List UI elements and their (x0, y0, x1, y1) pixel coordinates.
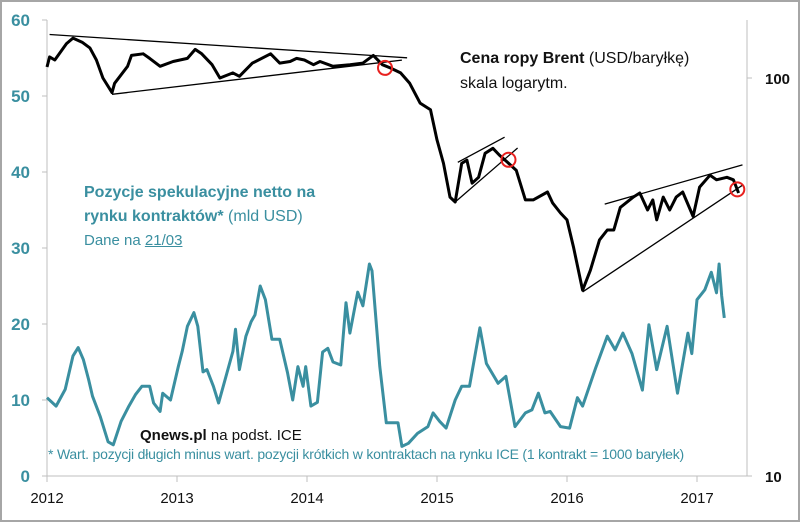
right-tick-label: 10 (765, 469, 782, 486)
trendline (457, 136, 505, 163)
positions-date-prefix: Dane na (84, 232, 141, 249)
trendline (49, 33, 408, 59)
left-tick-label: 0 (21, 467, 30, 486)
trendline (604, 164, 743, 205)
x-tick-label: 2016 (550, 490, 583, 507)
right-tick-label: 100 (765, 71, 790, 88)
x-tick-label: 2014 (290, 490, 323, 507)
x-tick-label: 2017 (680, 490, 713, 507)
positions-date: Dane na 21/03 (84, 232, 182, 249)
source-label: Qnews.pl na podst. ICE (140, 427, 302, 444)
positions-title-line1: Pozycje spekulacyjne netto na (84, 184, 316, 201)
left-tick-label: 20 (11, 315, 30, 334)
left-tick-label: 60 (11, 11, 30, 30)
trendline (111, 59, 402, 95)
x-tick-label: 2013 (160, 490, 193, 507)
positions-title-line2: rynku kontraktów* (mld USD) (84, 208, 303, 226)
brent-title-unit: (USD/baryłkę) (588, 50, 690, 67)
positions-title-bold: rynku kontraktów* (84, 208, 224, 225)
positions-series-line (45, 262, 726, 448)
brent-title: Cena ropy Brent (USD/baryłkę) (460, 50, 689, 68)
breakout-circle-marker (729, 181, 746, 198)
source-bold: Qnews.pl (140, 427, 207, 444)
x-tick-label: 2015 (420, 490, 453, 507)
brent-series-line (45, 36, 740, 292)
brent-title-main: Cena ropy Brent (460, 50, 585, 67)
x-tick-label: 2012 (30, 490, 63, 507)
left-tick-label: 50 (11, 87, 30, 106)
positions-title-unit: (mld USD) (228, 208, 303, 225)
source-rest: na podst. ICE (210, 427, 302, 444)
footnote: * Wart. pozycji długich minus wart. pozy… (48, 446, 684, 462)
left-tick-label: 10 (11, 391, 30, 410)
trendline (582, 184, 743, 293)
left-tick-label: 30 (11, 239, 30, 258)
breakout-circle-marker (377, 59, 393, 76)
trendline (454, 147, 519, 203)
positions-date-value: 21/03 (144, 232, 183, 249)
left-tick-label: 40 (11, 163, 30, 182)
breakout-circle-marker (500, 151, 517, 168)
brent-scale-note: skala logarytm. (460, 75, 568, 92)
